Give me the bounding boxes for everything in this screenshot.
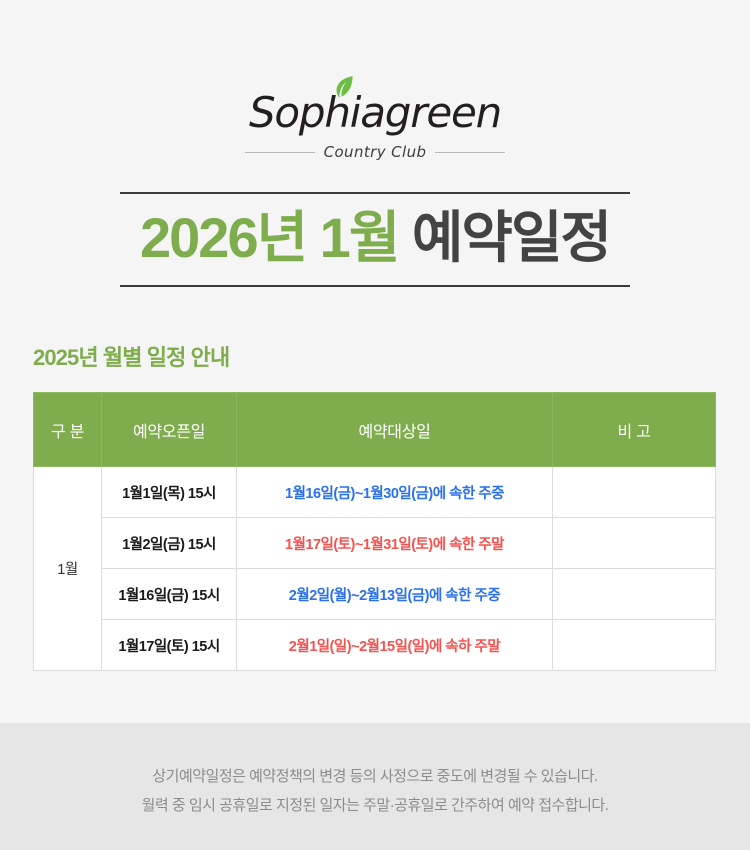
page-title: 2026년 1월 예약일정 bbox=[120, 206, 630, 270]
brand-wordmark-text: Sophiagreen bbox=[248, 88, 502, 137]
cell-group-month: 1월 bbox=[33, 466, 102, 671]
cell-open-date: 1월17일(토) 15시 bbox=[101, 619, 237, 671]
brand-subtitle-row: Country Club bbox=[245, 143, 506, 161]
leaf-icon bbox=[336, 76, 353, 98]
cell-target-range: 2월1일(일)~2월15일(일)에 속하 주말 bbox=[236, 619, 553, 671]
cell-note bbox=[552, 466, 716, 518]
lower-background-band bbox=[0, 723, 750, 850]
brand-wordmark: Sophiagreen bbox=[249, 76, 502, 134]
cell-open-date: 1월2일(금) 15시 bbox=[101, 517, 237, 569]
logo-rule-left bbox=[245, 151, 315, 153]
cell-target-range: 2월2일(월)~2월13일(금)에 속한 주중 bbox=[236, 568, 553, 620]
table-row: 1월16일(금) 15시 2월2일(월)~2월13일(금)에 속한 주중 bbox=[34, 568, 716, 620]
table-row: 1월2일(금) 15시 1월17일(토)~1월31일(토)에 속한 주말 bbox=[34, 517, 716, 569]
schedule-table: 구 분 예약오픈일 예약대상일 비 고 1월 1월1일(목) 15시 1월16일… bbox=[33, 392, 716, 671]
page-title-period: 2026년 1월 bbox=[140, 206, 400, 269]
footer-note-line-2: 월력 중 임시 공휴일로 지정된 일자는 주말·공휴일로 간주하여 예약 접수합… bbox=[141, 797, 609, 815]
cell-note bbox=[552, 568, 716, 620]
section-subtitle: 2025년 월별 일정 안내 bbox=[33, 345, 230, 370]
column-header-note: 비 고 bbox=[552, 392, 716, 467]
cell-note bbox=[552, 517, 716, 569]
brand-logo: Sophiagreen Country Club bbox=[0, 76, 750, 161]
logo-rule-right bbox=[435, 151, 506, 153]
footer-notes: 상기예약일정은 예약정책의 변경 등의 사정으로 중도에 변경될 수 있습니다.… bbox=[0, 762, 750, 821]
footer-note-line-1: 상기예약일정은 예약정책의 변경 등의 사정으로 중도에 변경될 수 있습니다. bbox=[152, 768, 598, 785]
brand-subtitle: Country Club bbox=[323, 143, 427, 161]
cell-target-range: 1월17일(토)~1월31일(토)에 속한 주말 bbox=[236, 517, 553, 569]
column-header-open: 예약오픈일 bbox=[101, 392, 237, 467]
table-header-row: 구 분 예약오픈일 예약대상일 비 고 bbox=[33, 392, 716, 467]
table-row: 1월17일(토) 15시 2월1일(일)~2월15일(일)에 속하 주말 bbox=[34, 619, 716, 671]
column-header-target: 예약대상일 bbox=[236, 392, 553, 467]
page-title-block: 2026년 1월 예약일정 bbox=[120, 192, 630, 287]
cell-target-range: 1월16일(금)~1월30일(금)에 속한 주중 bbox=[236, 466, 553, 518]
column-header-group: 구 분 bbox=[33, 392, 102, 467]
table-row: 1월 1월1일(목) 15시 1월16일(금)~1월30일(금)에 속한 주중 bbox=[33, 466, 716, 671]
cell-note bbox=[552, 619, 716, 671]
cell-open-date: 1월1일(목) 15시 bbox=[101, 466, 237, 518]
cell-open-date: 1월16일(금) 15시 bbox=[101, 568, 237, 620]
page-title-label: 예약일정 bbox=[398, 206, 612, 269]
